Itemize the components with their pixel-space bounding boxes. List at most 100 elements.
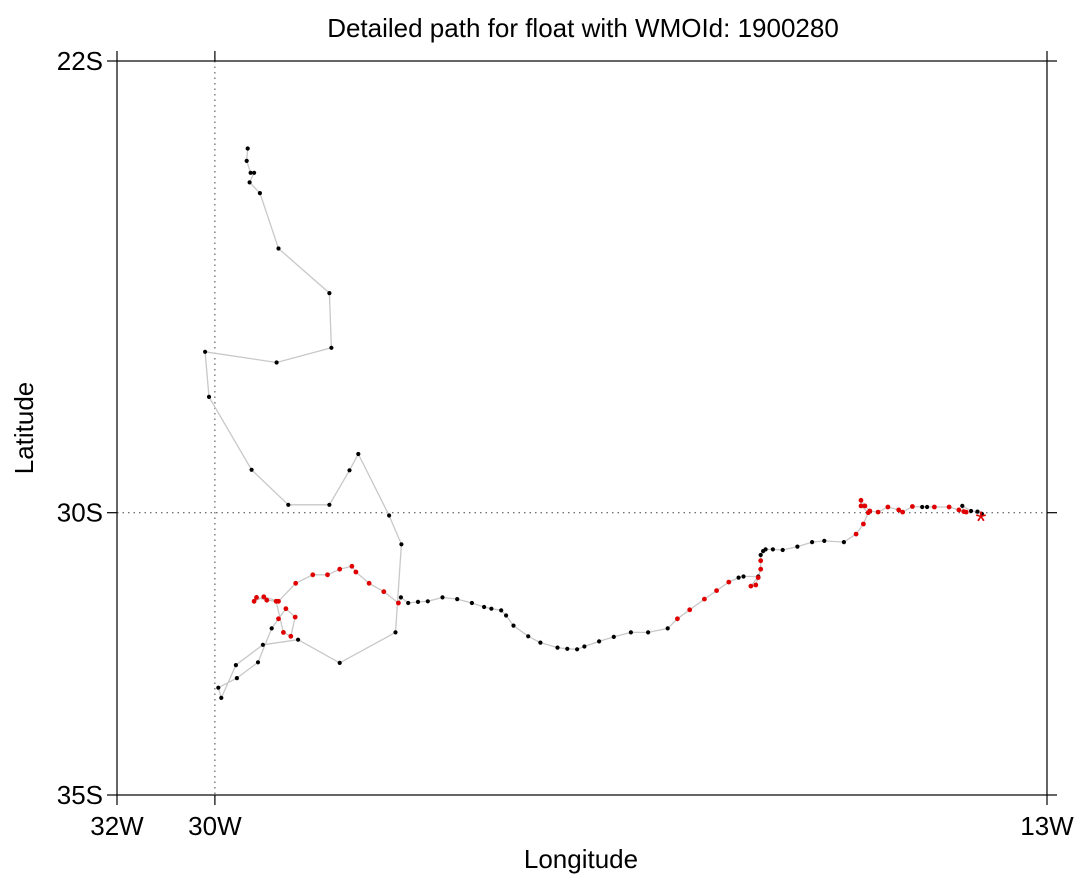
float-position-red [702, 596, 707, 602]
float-position-black [327, 502, 332, 507]
float-positions [203, 146, 985, 701]
float-position-black [206, 394, 212, 399]
float-position-red [853, 531, 859, 537]
float-position-black [489, 606, 494, 611]
float-position-black [611, 634, 616, 640]
float-position-red [932, 504, 937, 510]
float-position-red [353, 569, 359, 575]
float-position-black [415, 599, 421, 605]
float-position-red [726, 579, 732, 585]
float-position-black [511, 623, 516, 628]
float-position-black [736, 575, 741, 580]
float-position-black [387, 513, 392, 518]
float-position-black [248, 170, 253, 175]
float-position-black [555, 645, 560, 650]
float-position-black [406, 600, 411, 606]
x-axis-label: Longitude [524, 844, 638, 874]
float-position-black [960, 503, 965, 508]
float-position-black [920, 504, 925, 510]
float-position-red [900, 509, 905, 515]
float-position-red [366, 580, 372, 586]
float-position-black [244, 158, 249, 163]
float-position-black [440, 595, 445, 600]
float-position-black [274, 360, 279, 365]
float-track-line [204, 148, 983, 700]
float-position-red [858, 497, 864, 503]
float-position-red [251, 598, 257, 604]
float-position-black [758, 552, 763, 558]
float-position-black [255, 660, 261, 665]
float-position-red [675, 616, 680, 622]
float-position-black [257, 191, 262, 196]
float-position-black [975, 509, 980, 514]
axis-ticks: 32W 30W 13W 22S 30S 35S [57, 46, 1074, 841]
float-position-black [469, 600, 474, 606]
float-position-red [349, 563, 355, 569]
float-position-black [296, 637, 301, 642]
float-position-red [956, 507, 962, 513]
float-position-red [254, 595, 259, 600]
float-position-red [396, 600, 401, 606]
float-position-red [276, 598, 281, 604]
float-position-red [910, 504, 915, 509]
float-position-red [858, 503, 864, 509]
float-position-black [216, 685, 221, 690]
float-position-red [264, 597, 270, 603]
float-position-red [748, 583, 754, 589]
float-position-red [861, 521, 866, 527]
float-position-red [687, 607, 693, 613]
float-position-red [961, 509, 967, 514]
float-position-black [526, 634, 531, 639]
float-position-black [455, 597, 460, 602]
float-position-red [758, 566, 764, 572]
float-position-red [337, 566, 343, 572]
float-position-red [862, 503, 868, 509]
float-position-red [867, 508, 873, 514]
float-position-red [381, 589, 387, 595]
y-tick-label: 22S [57, 46, 103, 76]
float-position-red [292, 614, 298, 620]
float-position-red [946, 504, 952, 510]
float-position-black [425, 599, 430, 604]
float-position-black [780, 547, 785, 553]
float-position-red [288, 633, 294, 639]
float-position-black [597, 639, 602, 644]
float-position-black [247, 180, 252, 185]
float-position-black [337, 660, 342, 666]
float-position-black [575, 647, 580, 652]
deployment-marker: * [975, 505, 986, 536]
float-position-black [763, 547, 768, 552]
float-track [204, 148, 983, 700]
y-tick-label: 35S [57, 780, 103, 810]
float-position-black [770, 547, 776, 552]
float-position-black [482, 604, 487, 610]
reference-lines [117, 61, 1047, 795]
chart-title: Detailed path for float with WMOId: 1900… [327, 13, 839, 43]
float-position-black [286, 502, 291, 507]
float-position-black [499, 608, 504, 613]
float-position-red [875, 509, 881, 515]
float-position-black [822, 538, 827, 544]
float-position-black [925, 504, 930, 510]
x-tick-label: 13W [1020, 811, 1074, 841]
float-position-black [582, 644, 587, 649]
float-position-red [310, 572, 316, 578]
float-position-black [269, 626, 274, 631]
float-position-black [969, 508, 974, 514]
float-position-red [261, 594, 267, 600]
float-position-red [885, 504, 891, 510]
float-position-red [755, 575, 761, 580]
float-position-black [219, 695, 224, 701]
float-position-red [283, 606, 289, 612]
y-tick-label: 30S [57, 498, 103, 528]
float-position-red [758, 558, 764, 564]
float-position-black [276, 246, 281, 251]
float-position-black [795, 544, 800, 549]
float-position-red [714, 588, 719, 593]
float-position-black [399, 542, 404, 547]
float-position-black [628, 630, 634, 635]
float-position-black [504, 613, 509, 618]
x-tick-label: 32W [90, 811, 144, 841]
float-position-black [398, 595, 403, 600]
float-position-red [896, 507, 902, 513]
